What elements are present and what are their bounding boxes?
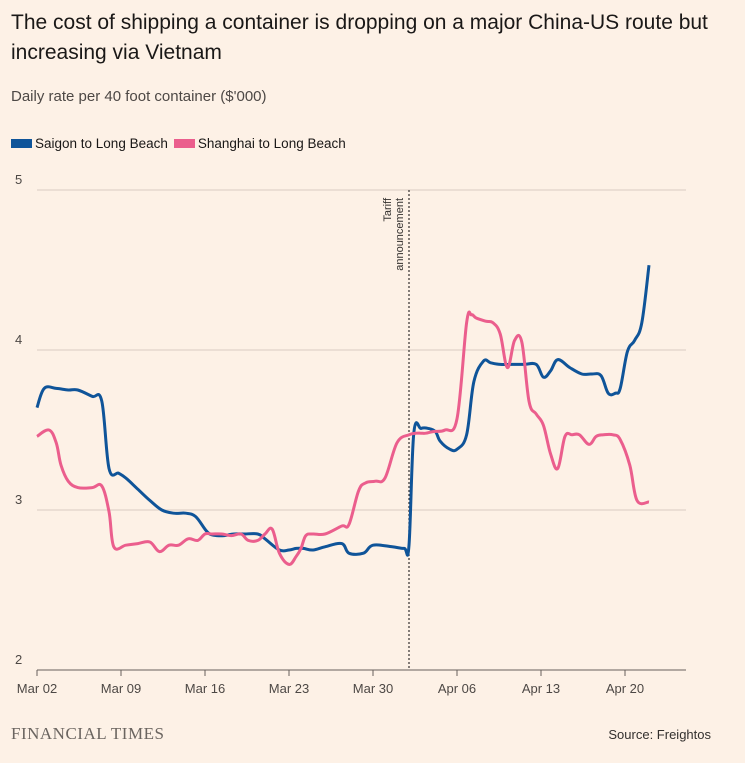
annotation-text-0: Tariff bbox=[382, 197, 394, 222]
chart-title: The cost of shipping a container is drop… bbox=[11, 11, 708, 64]
legend-item-saigon: Saigon to Long Beach bbox=[11, 136, 168, 151]
x-tick-label-apr-13: Apr 13 bbox=[522, 681, 560, 696]
legend-label-saigon: Saigon to Long Beach bbox=[35, 136, 168, 151]
series-line-shanghai bbox=[36, 310, 650, 566]
x-tick-label-mar-02: Mar 02 bbox=[17, 681, 57, 696]
x-tick-label-mar-30: Mar 30 bbox=[353, 681, 393, 696]
chart-subtitle: Daily rate per 40 foot container ($'000) bbox=[11, 88, 267, 105]
legend-item-shanghai: Shanghai to Long Beach bbox=[173, 136, 346, 151]
x-tick-label-mar-16: Mar 16 bbox=[185, 681, 225, 696]
annotation-text-1: announcement bbox=[394, 198, 406, 271]
x-tick-label-mar-23: Mar 23 bbox=[269, 681, 309, 696]
y-tick-label-3: 3 bbox=[15, 492, 22, 507]
legend-swatch-saigon bbox=[11, 139, 32, 148]
legend-swatch-shanghai bbox=[173, 139, 195, 148]
x-tick-label-mar-09: Mar 09 bbox=[101, 681, 141, 696]
y-tick-label-4: 4 bbox=[15, 332, 22, 347]
y-tick-label-2: 2 bbox=[15, 652, 22, 667]
series-line-saigon bbox=[35, 265, 651, 557]
x-tick-label-apr-20: Apr 20 bbox=[606, 681, 644, 696]
legend: Saigon to Long Beach Shanghai to Long Be… bbox=[11, 136, 352, 151]
x-tick-label-apr-06: Apr 06 bbox=[438, 681, 476, 696]
ft-logo: FINANCIAL TIMES bbox=[11, 724, 165, 743]
legend-label-shanghai: Shanghai to Long Beach bbox=[197, 136, 346, 151]
annotation-label: Tariff announcement bbox=[382, 197, 406, 271]
source-note: Source: Freightos bbox=[608, 727, 711, 742]
y-tick-label-5: 5 bbox=[15, 172, 22, 187]
